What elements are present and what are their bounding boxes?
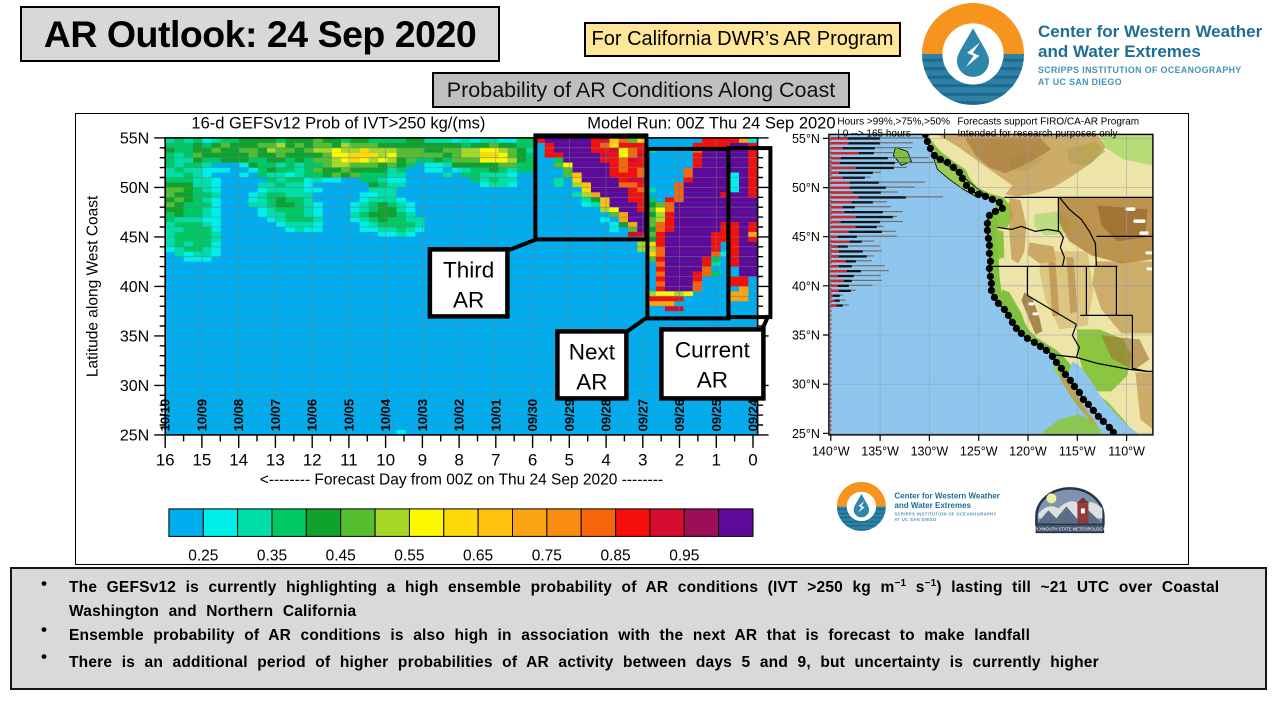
svg-text:AR: AR [697,367,728,392]
svg-text:0.25: 0.25 [188,547,218,564]
svg-text:10/05: 10/05 [341,399,356,432]
svg-text:45N: 45N [120,229,149,246]
svg-text:10/04: 10/04 [378,398,393,431]
svg-text:| 0 --> 165 hours: | 0 --> 165 hours [837,128,910,139]
svg-text:25°N: 25°N [792,427,820,441]
svg-text:Third: Third [443,257,494,282]
svg-text:and Water Extremes: and Water Extremes [894,501,971,510]
svg-text:115°W: 115°W [1059,444,1096,458]
svg-text:55°N: 55°N [792,132,820,146]
svg-text:09/28: 09/28 [599,399,614,432]
svg-text:2: 2 [675,450,684,469]
svg-text:0: 0 [748,450,757,469]
svg-text:16: 16 [156,450,175,469]
svg-text:10/08: 10/08 [231,399,246,432]
svg-text:and Water Extremes: and Water Extremes [1038,42,1201,61]
svg-text:SCRIPPS INSTITUTION OF OCEANOG: SCRIPPS INSTITUTION OF OCEANOGRAPHY [894,511,996,516]
svg-text:09/25: 09/25 [709,399,724,432]
svg-text:50°N: 50°N [792,181,820,195]
svg-text:25N: 25N [120,427,149,444]
svg-text:AR: AR [576,369,607,394]
svg-text:40N: 40N [120,279,149,296]
svg-text:Intended for research purposes: Intended for research purposes only [957,128,1117,139]
svg-text:0.65: 0.65 [463,547,493,564]
svg-text:35°N: 35°N [792,329,820,343]
svg-text:15: 15 [192,450,211,469]
svg-text:7: 7 [491,450,500,469]
svg-text:Model Run: 00Z Thu 24 Sep 2020: Model Run: 00Z Thu 24 Sep 2020 [587,114,835,132]
svg-text:09/24: 09/24 [746,398,761,431]
svg-text:0.35: 0.35 [257,547,287,564]
svg-text:120°W: 120°W [1009,444,1047,458]
svg-text:5: 5 [565,450,574,469]
svg-text:14: 14 [229,450,248,469]
svg-text:09/27: 09/27 [635,399,650,432]
svg-text:8: 8 [454,450,463,469]
svg-text:0.85: 0.85 [601,547,631,564]
svg-text:125°W: 125°W [960,444,998,458]
svg-text:AT UC SAN DIEGO: AT UC SAN DIEGO [1038,77,1122,87]
svg-text:Center for Western Weather: Center for Western Weather [1038,22,1263,41]
svg-text:10/10: 10/10 [158,399,173,432]
svg-text:55N: 55N [120,130,149,147]
svg-text:35N: 35N [120,328,149,345]
svg-text:PLYMOUTH STATE METEOROLOGY: PLYMOUTH STATE METEOROLOGY [1034,526,1105,531]
svg-text:AT UC SAN DIEGO: AT UC SAN DIEGO [894,517,937,522]
svg-text:<-------- Forecast Day from 00: <-------- Forecast Day from 00Z on Thu 2… [260,471,663,488]
svg-text:10/01: 10/01 [488,399,503,432]
svg-text:0.75: 0.75 [532,547,562,564]
svg-text:45°N: 45°N [792,230,820,244]
svg-text:130°W: 130°W [911,444,949,458]
svg-text:10/07: 10/07 [268,399,283,432]
svg-text:10: 10 [376,450,395,469]
svg-text:0.95: 0.95 [669,547,699,564]
svg-text:140°W: 140°W [812,444,850,458]
svg-text:12: 12 [303,450,322,469]
svg-text:10/03: 10/03 [415,399,430,432]
svg-text:Next: Next [569,339,616,364]
svg-text:10/09: 10/09 [194,399,209,432]
svg-text:09/29: 09/29 [562,399,577,432]
svg-text:1: 1 [712,450,721,469]
svg-text:16-d GEFSv12 Prob of IVT>250 k: 16-d GEFSv12 Prob of IVT>250 kg/(ms) [191,114,485,132]
svg-text:Latitude along West Coast: Latitude along West Coast [84,195,101,377]
svg-text:10/06: 10/06 [305,399,320,432]
svg-text:11: 11 [340,450,358,469]
svg-text:|: | [943,128,946,139]
svg-text:50N: 50N [120,180,149,197]
svg-text:Hours >99%,>75%,>50%: Hours >99%,>75%,>50% [837,116,950,127]
svg-text:30°N: 30°N [792,378,820,392]
svg-text:6: 6 [528,450,537,469]
svg-text:09/26: 09/26 [672,399,687,432]
svg-text:13: 13 [266,450,285,469]
svg-text:SCRIPPS INSTITUTION OF OCEANOG: SCRIPPS INSTITUTION OF OCEANOGRAPHY [1038,65,1242,75]
svg-text:10/02: 10/02 [452,399,467,432]
svg-text:9: 9 [418,450,427,469]
svg-text:0.45: 0.45 [326,547,356,564]
svg-text:AR: AR [453,287,484,312]
svg-text:0.55: 0.55 [394,547,424,564]
svg-text:135°W: 135°W [861,444,899,458]
svg-text:Forecasts support FIRO/CA-AR P: Forecasts support FIRO/CA-AR Program [957,116,1139,127]
svg-text:09/30: 09/30 [525,399,540,432]
svg-text:40°N: 40°N [792,279,820,293]
svg-text:Current: Current [675,337,751,362]
svg-text:110°W: 110°W [1108,444,1145,458]
svg-text:3: 3 [638,450,647,469]
svg-text:4: 4 [601,450,610,469]
svg-text:30N: 30N [120,378,149,395]
svg-text:Center for Western Weather: Center for Western Weather [894,491,1000,500]
